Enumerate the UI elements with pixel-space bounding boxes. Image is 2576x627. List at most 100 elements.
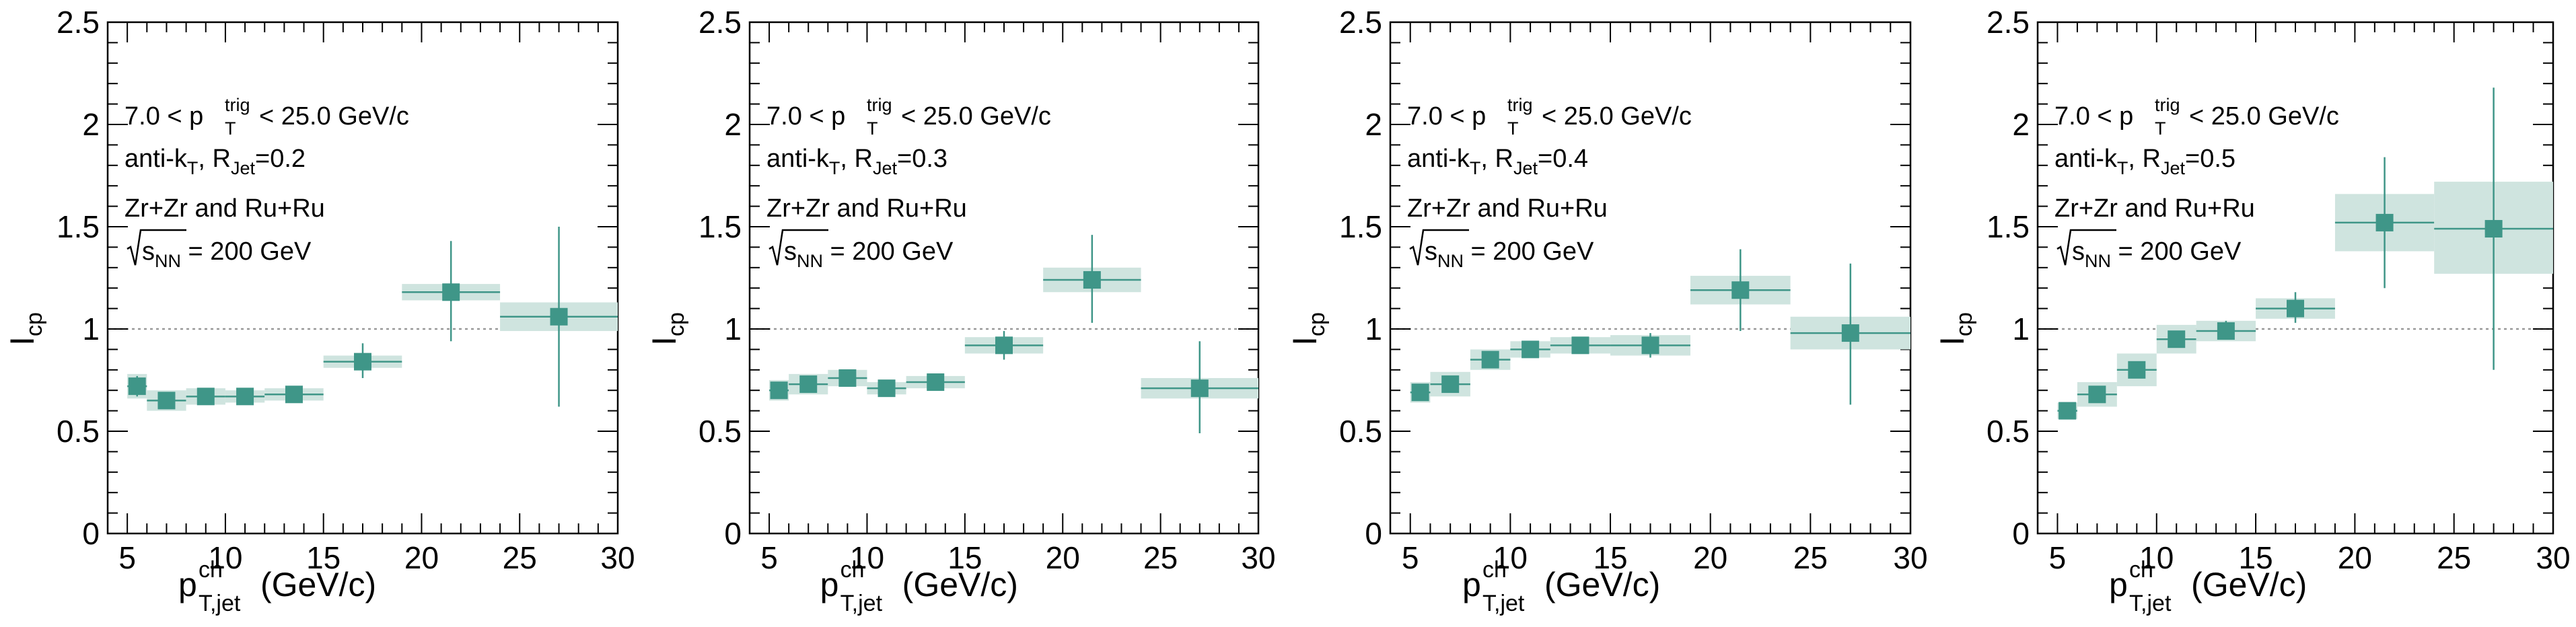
data-point-5 — [906, 373, 965, 392]
square-marker — [157, 392, 176, 410]
annotation-trigger-post: < 25.0 GeV/c — [259, 102, 409, 131]
x-tick-label: 10 — [1493, 540, 1528, 575]
annotation-jet-post: =0.4 — [1538, 145, 1588, 173]
data-point-8 — [1790, 263, 1910, 405]
x-axis-title-main: p — [1462, 566, 1481, 603]
square-marker — [2088, 385, 2106, 404]
x-tick-label: 25 — [1143, 540, 1178, 575]
y-tick-label: 0.5 — [57, 414, 100, 449]
annotation-jet-sub1: T — [2117, 158, 2128, 178]
y-axis-title-sub: cp — [664, 312, 689, 336]
square-marker — [236, 388, 254, 406]
chart-panel-3: 5 10 15 20 25 30 0 0.5 1 1.5 2 2.5 Icp p ch T,jet (GeV/… — [1286, 5, 1928, 616]
data-point-4 — [1510, 340, 1550, 359]
annotation-trigger-sub: T — [1507, 118, 1519, 139]
x-axis-title-sub: T,jet — [1482, 591, 1525, 616]
x-axis-title-main: p — [2109, 566, 2128, 603]
y-tick-label: 1.5 — [699, 209, 742, 244]
x-tick-label: 30 — [1241, 540, 1275, 575]
annotation-energy-s: s — [142, 237, 155, 266]
x-tick-label: 30 — [2536, 540, 2570, 575]
annotation-energy-sub: NN — [797, 251, 823, 271]
y-tick-label: 2 — [82, 107, 100, 142]
sqrt-symbol — [2056, 229, 2116, 266]
annotation-jet-post: =0.5 — [2185, 145, 2235, 173]
x-axis-title-sub: T,jet — [840, 591, 883, 616]
sqrt-symbol — [768, 229, 828, 266]
x-tick-label: 25 — [2437, 540, 2471, 575]
x-tick-label: 15 — [947, 540, 982, 575]
square-marker — [927, 373, 945, 392]
square-marker — [2059, 402, 2077, 420]
annotation-trigger-sup: trig — [867, 95, 892, 115]
annotation-jet-sub2: Jet — [231, 158, 256, 178]
x-axis-title-unit: (GeV/c) — [902, 566, 1018, 603]
annotation-energy-post: = 200 GeV — [823, 237, 954, 266]
x-axis-title: p — [820, 566, 839, 603]
y-tick-label: 2 — [724, 107, 742, 142]
x-tick-label: 15 — [306, 540, 341, 575]
y-axis-title-main: I — [1933, 336, 1971, 346]
data-point-3 — [186, 388, 225, 406]
annotation-trigger-sup: trig — [225, 95, 250, 115]
annotation-trigger-range: 7.0 < p — [2054, 102, 2133, 131]
data-point-2 — [1430, 371, 1470, 397]
chart-panel-2: 5 10 15 20 25 30 0 0.5 1 1.5 2 2.5 Icp p ch T,jet (GeV/… — [645, 5, 1276, 616]
data-point-8 — [1141, 341, 1258, 434]
annotation-trigger-pre: 7.0 < p — [1407, 102, 1486, 131]
plot-frame — [2036, 21, 2554, 535]
data-point-3 — [1470, 349, 1511, 370]
square-marker — [1641, 336, 1659, 355]
square-marker — [2128, 361, 2146, 379]
data-point-4 — [867, 379, 906, 398]
square-marker — [550, 307, 568, 326]
data-point-6 — [2256, 292, 2335, 323]
data-point-1 — [1410, 382, 1431, 403]
y-axis-title: Icp — [1286, 312, 1330, 346]
square-marker — [995, 336, 1013, 355]
data-point-4 — [2156, 324, 2196, 354]
data-point-7 — [2334, 157, 2435, 289]
annotation-trigger-post: < 25.0 GeV/c — [2189, 102, 2339, 131]
x-tick-label: 25 — [1793, 540, 1828, 575]
annotation-jet-pre: anti-k — [124, 145, 188, 173]
annotation-jet-pre: anti-k — [2054, 145, 2118, 173]
square-marker — [1411, 383, 1429, 402]
data-point-6 — [323, 343, 402, 378]
square-marker — [1522, 340, 1540, 359]
x-axis-title-sub: T,jet — [199, 591, 241, 616]
data-point-7 — [1690, 249, 1791, 332]
x-axis-title-unit: (GeV/c) — [1544, 566, 1660, 603]
y-axis-title-main: I — [3, 336, 41, 346]
y-axis-title: Icp — [1933, 312, 1977, 346]
data-point-2 — [2077, 382, 2117, 407]
x-tick-label: 5 — [1402, 540, 1419, 575]
annotation-jet-pre: anti-k — [1407, 145, 1470, 173]
annotation-energy-post: = 200 GeV — [181, 237, 312, 266]
annotation-trigger-sub: T — [2155, 118, 2166, 139]
square-marker — [2375, 213, 2394, 231]
square-marker — [1481, 351, 1499, 369]
x-axis-title-sup: ch — [2129, 557, 2153, 583]
square-marker — [1083, 271, 1101, 289]
square-marker — [1441, 375, 1460, 394]
annotation-jet-post: =0.2 — [255, 145, 306, 173]
plot-frame — [1389, 21, 1912, 535]
x-axis-title-main: p — [178, 566, 197, 603]
data-point-1 — [2057, 402, 2077, 420]
data-point-3 — [2116, 353, 2157, 387]
data-point-3 — [828, 369, 867, 387]
annotation-trigger-sub: T — [225, 118, 236, 139]
square-marker — [770, 381, 788, 400]
square-marker — [196, 388, 215, 406]
annotation-jet-sub1: T — [829, 158, 840, 178]
y-tick-label: 2.5 — [1339, 5, 1382, 40]
square-marker — [838, 369, 857, 387]
square-marker — [285, 385, 303, 404]
x-tick-label: 10 — [2139, 540, 2174, 575]
annotation-jet-sub2: Jet — [873, 158, 898, 178]
annotation-jet-algorithm: anti-kT, RJet=0.5 — [2054, 145, 2235, 178]
annotation-trigger-pre: 7.0 < p — [124, 102, 203, 131]
annotation-trigger-pre: 7.0 < p — [766, 102, 845, 131]
x-tick-label: 15 — [1593, 540, 1627, 575]
